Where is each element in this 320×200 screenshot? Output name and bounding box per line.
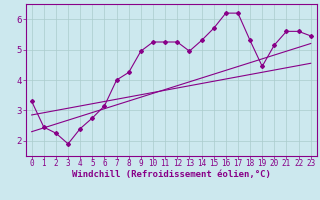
X-axis label: Windchill (Refroidissement éolien,°C): Windchill (Refroidissement éolien,°C) (72, 170, 271, 179)
